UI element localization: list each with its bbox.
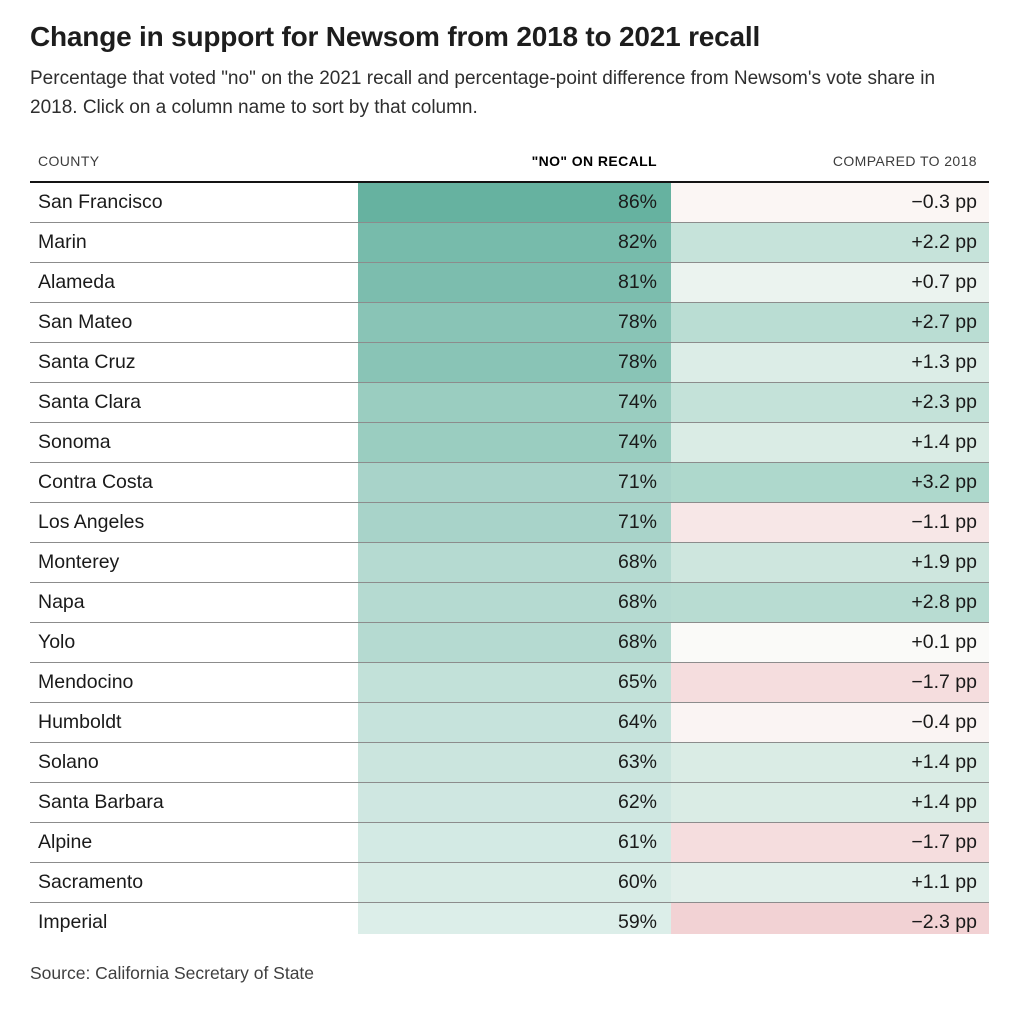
- diff-cell: −1.7 pp: [671, 663, 989, 702]
- no-recall-cell: 64%: [358, 703, 671, 742]
- diff-cell: +3.2 pp: [671, 463, 989, 502]
- diff-cell: +0.7 pp: [671, 263, 989, 302]
- data-table: COUNTY "NO" ON RECALL COMPARED TO 2018 S…: [30, 153, 989, 934]
- table-header-row: COUNTY "NO" ON RECALL COMPARED TO 2018: [30, 153, 989, 181]
- diff-cell: −0.4 pp: [671, 703, 989, 742]
- table-row: Santa Clara 74% +2.3 pp: [30, 383, 989, 423]
- county-cell: Imperial: [38, 911, 108, 933]
- no-recall-cell: 68%: [358, 623, 671, 662]
- county-cell: Humboldt: [38, 711, 122, 733]
- diff-cell: +0.1 pp: [671, 623, 989, 662]
- no-recall-cell: 82%: [358, 223, 671, 262]
- table-row: Mendocino 65% −1.7 pp: [30, 663, 989, 703]
- table-row: Napa 68% +2.8 pp: [30, 583, 989, 623]
- no-recall-cell: 71%: [358, 503, 671, 542]
- no-recall-cell: 71%: [358, 463, 671, 502]
- table-body: San Francisco 86% −0.3 pp Marin 82% +2.2…: [30, 181, 989, 934]
- diff-cell: −1.1 pp: [671, 503, 989, 542]
- table-row: Humboldt 64% −0.4 pp: [30, 703, 989, 743]
- table-row: Monterey 68% +1.9 pp: [30, 543, 989, 583]
- no-recall-cell: 74%: [358, 383, 671, 422]
- no-recall-cell: 68%: [358, 583, 671, 622]
- no-recall-cell: 74%: [358, 423, 671, 462]
- diff-cell: +2.8 pp: [671, 583, 989, 622]
- table-row: Los Angeles 71% −1.1 pp: [30, 503, 989, 543]
- county-cell: Yolo: [38, 631, 76, 653]
- diff-cell: −2.3 pp: [671, 903, 989, 934]
- table-row: Solano 63% +1.4 pp: [30, 743, 989, 783]
- chart-container: Change in support for Newsom from 2018 t…: [30, 21, 989, 983]
- county-cell: Marin: [38, 231, 87, 253]
- column-header-compared-to-2018[interactable]: COMPARED TO 2018: [832, 153, 977, 169]
- diff-cell: +2.3 pp: [671, 383, 989, 422]
- diff-cell: −0.3 pp: [671, 183, 989, 222]
- table-row: Santa Barbara 62% +1.4 pp: [30, 783, 989, 823]
- county-cell: Solano: [38, 751, 99, 773]
- table-row: Santa Cruz 78% +1.3 pp: [30, 343, 989, 383]
- no-recall-cell: 86%: [358, 183, 671, 222]
- table-row: San Francisco 86% −0.3 pp: [30, 183, 989, 223]
- no-recall-cell: 60%: [358, 863, 671, 902]
- county-cell: Mendocino: [38, 671, 134, 693]
- column-header-county[interactable]: COUNTY: [38, 153, 100, 169]
- diff-cell: +1.4 pp: [671, 743, 989, 782]
- diff-cell: +2.7 pp: [671, 303, 989, 342]
- diff-cell: +1.1 pp: [671, 863, 989, 902]
- county-cell: Alameda: [38, 271, 115, 293]
- table-row: Sacramento 60% +1.1 pp: [30, 863, 989, 903]
- county-cell: San Mateo: [38, 311, 133, 333]
- column-header-no-on-recall[interactable]: "NO" ON RECALL: [531, 153, 657, 169]
- diff-cell: +2.2 pp: [671, 223, 989, 262]
- table-row: Imperial 59% −2.3 pp: [30, 903, 989, 934]
- no-recall-cell: 62%: [358, 783, 671, 822]
- table-row: Marin 82% +2.2 pp: [30, 223, 989, 263]
- county-cell: San Francisco: [38, 191, 163, 213]
- no-recall-cell: 63%: [358, 743, 671, 782]
- county-cell: Napa: [38, 591, 85, 613]
- diff-cell: +1.3 pp: [671, 343, 989, 382]
- page-title: Change in support for Newsom from 2018 t…: [30, 21, 761, 52]
- county-cell: Alpine: [38, 831, 93, 853]
- source-note: Source: California Secretary of State: [30, 963, 315, 983]
- county-cell: Santa Cruz: [38, 351, 136, 373]
- table-row: Alpine 61% −1.7 pp: [30, 823, 989, 863]
- county-cell: Sacramento: [38, 871, 144, 893]
- table-row: Contra Costa 71% +3.2 pp: [30, 463, 989, 503]
- county-cell: Sonoma: [38, 431, 111, 453]
- diff-cell: +1.4 pp: [671, 783, 989, 822]
- no-recall-cell: 81%: [358, 263, 671, 302]
- table-row: Alameda 81% +0.7 pp: [30, 263, 989, 303]
- diff-cell: +1.4 pp: [671, 423, 989, 462]
- table-row: Sonoma 74% +1.4 pp: [30, 423, 989, 463]
- county-cell: Monterey: [38, 551, 120, 573]
- table-row: San Mateo 78% +2.7 pp: [30, 303, 989, 343]
- county-cell: Contra Costa: [38, 471, 153, 493]
- no-recall-cell: 68%: [358, 543, 671, 582]
- county-cell: Santa Barbara: [38, 791, 164, 813]
- diff-cell: +1.9 pp: [671, 543, 989, 582]
- no-recall-cell: 78%: [358, 303, 671, 342]
- chart-subtitle: Percentage that voted "no" on the 2021 r…: [30, 68, 936, 118]
- no-recall-cell: 61%: [358, 823, 671, 862]
- table-row: Yolo 68% +0.1 pp: [30, 623, 989, 663]
- no-recall-cell: 78%: [358, 343, 671, 382]
- county-cell: Los Angeles: [38, 511, 145, 533]
- diff-cell: −1.7 pp: [671, 823, 989, 862]
- no-recall-cell: 59%: [358, 903, 671, 934]
- no-recall-cell: 65%: [358, 663, 671, 702]
- county-cell: Santa Clara: [38, 391, 141, 413]
